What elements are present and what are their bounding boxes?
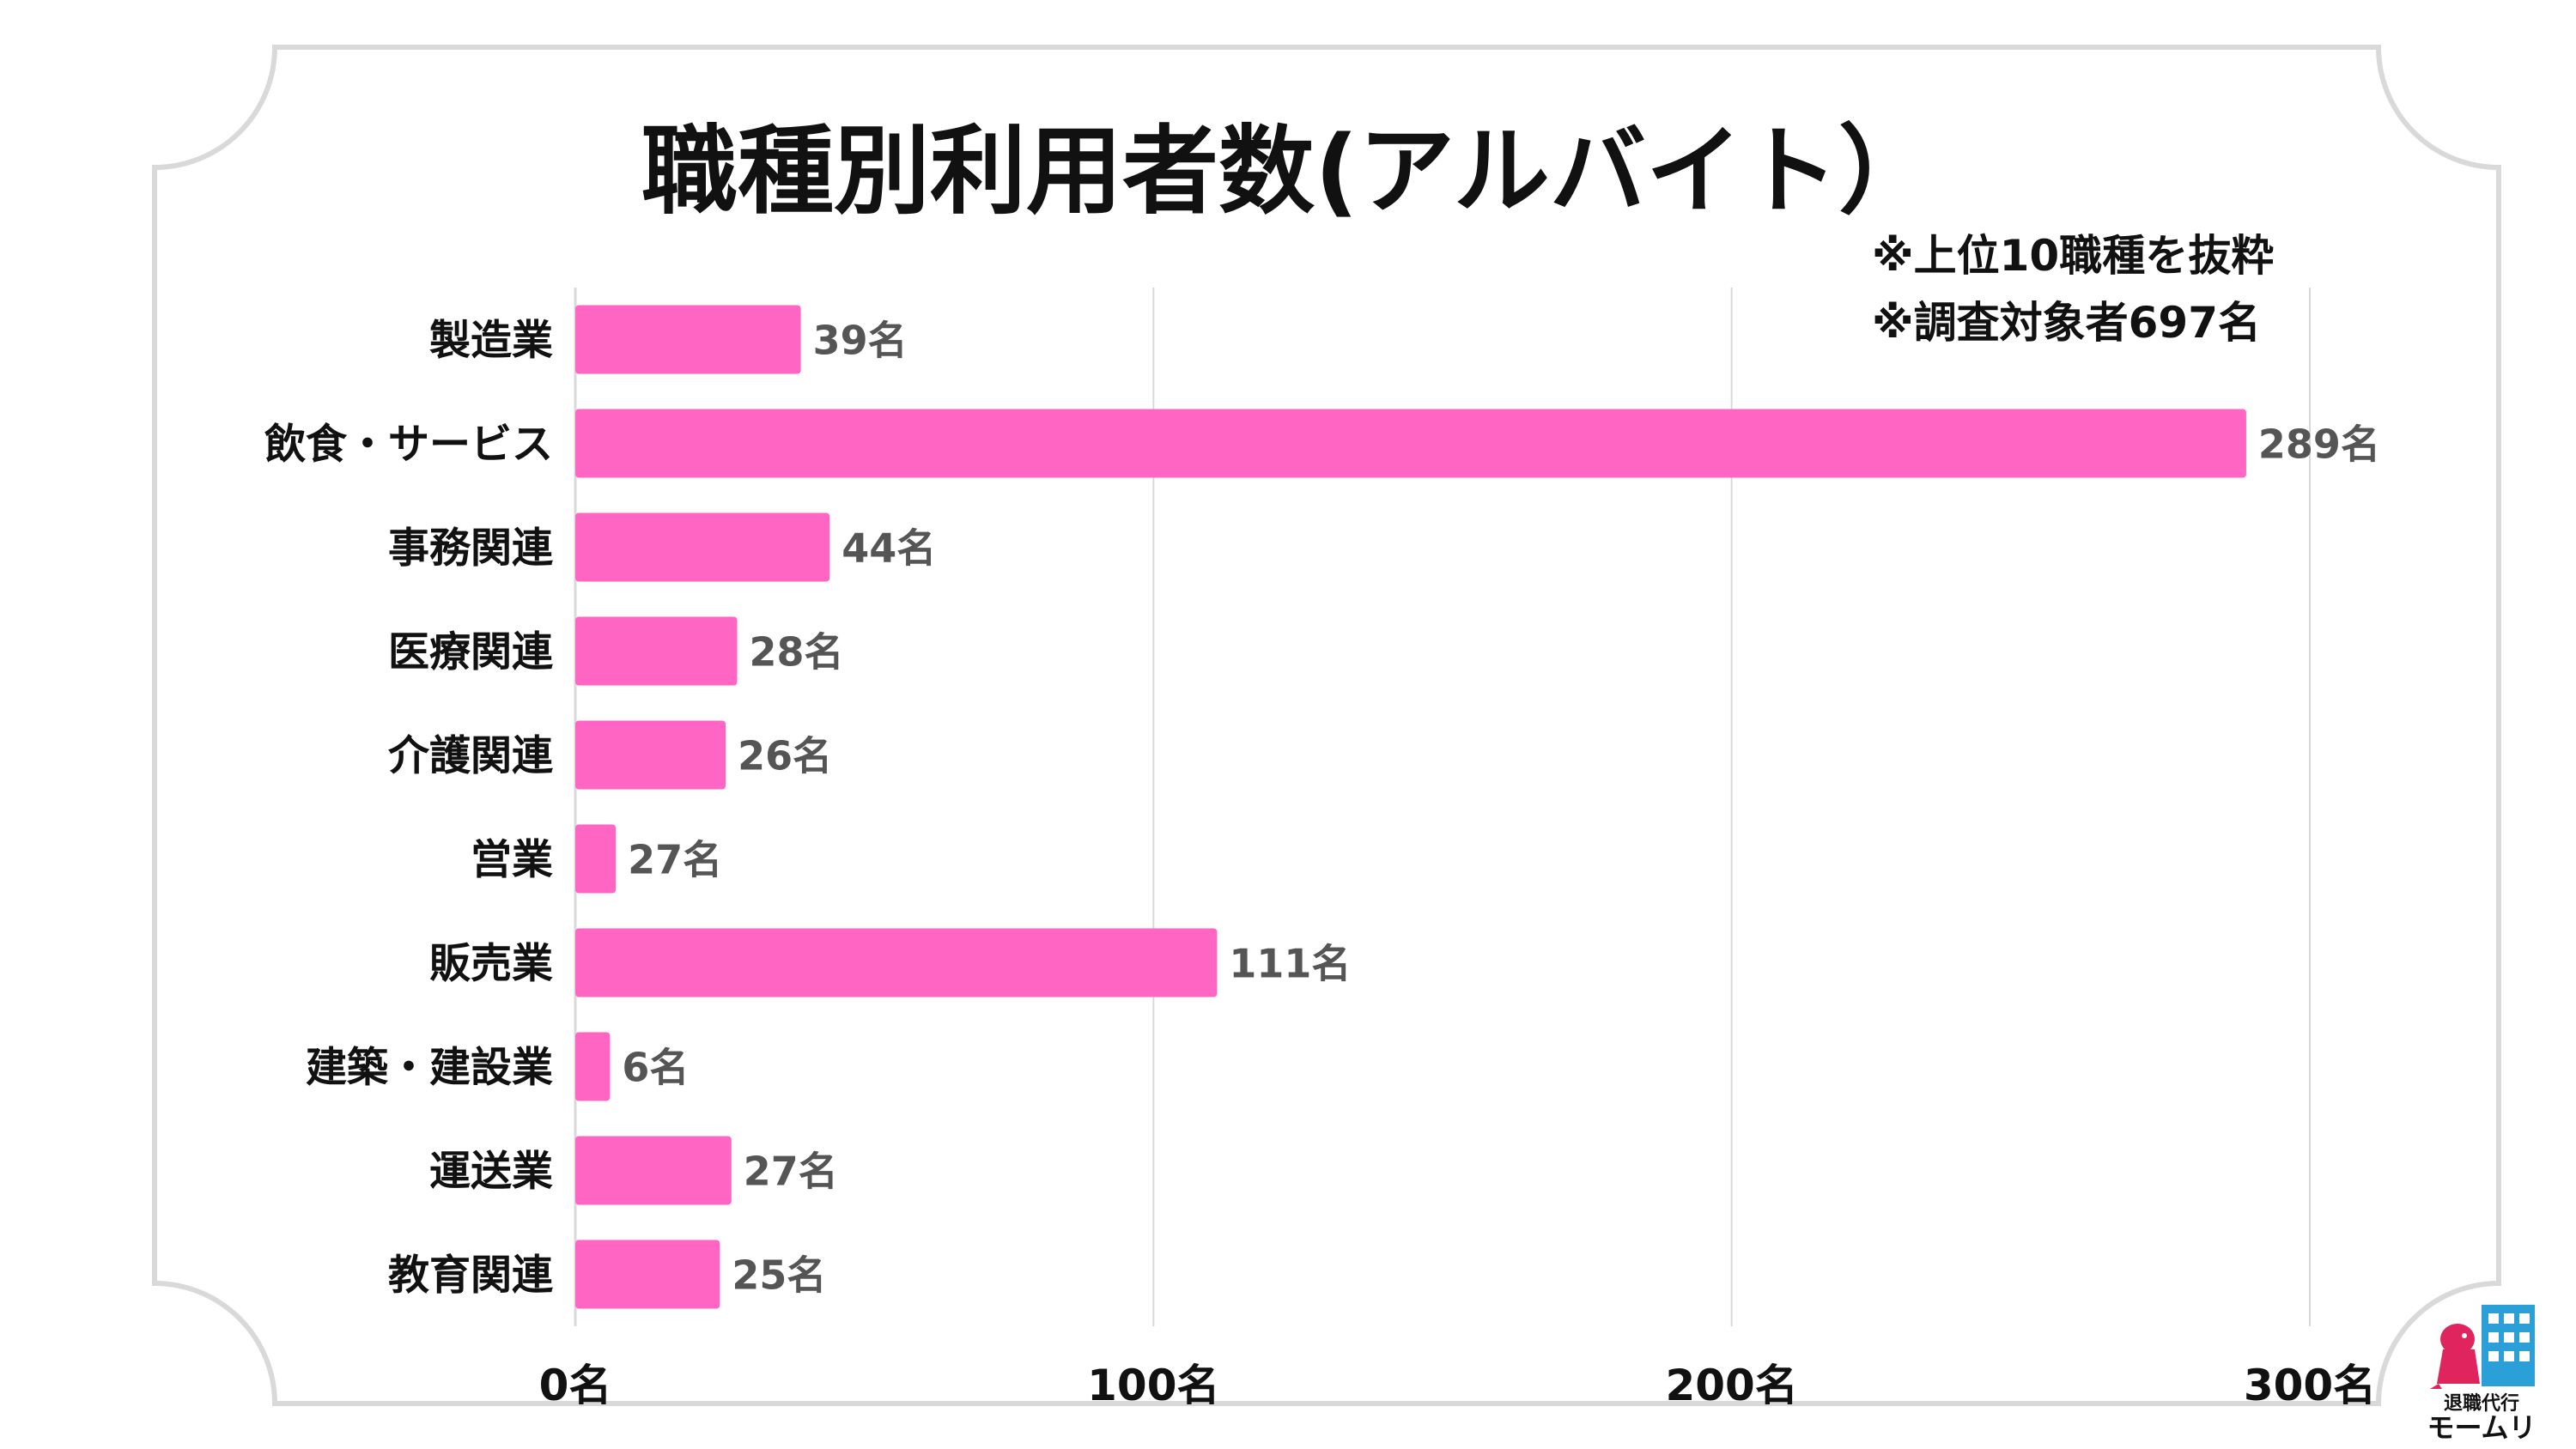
bar	[575, 1136, 732, 1205]
category-label: 介護関連	[388, 732, 554, 780]
note-top-ten: ※上位10職種を抜粋	[1872, 231, 2275, 281]
value-label: 26名	[738, 733, 832, 779]
x-tick-label: 300名	[2244, 1361, 2376, 1410]
value-label: 6名	[622, 1045, 689, 1091]
category-label: 教育関連	[388, 1252, 554, 1300]
brand-name: モームリ	[2427, 1411, 2536, 1442]
category-label: 販売業	[429, 940, 553, 988]
mascot-icon	[2430, 1324, 2480, 1389]
bar	[575, 1240, 720, 1309]
bar	[575, 512, 830, 582]
bar	[575, 1032, 611, 1101]
chart-title: 職種別利用者数(アルバイト）	[641, 116, 1935, 227]
bar	[575, 720, 726, 790]
x-tick-label: 0名	[539, 1361, 612, 1410]
category-label: 建築・建設業	[306, 1044, 553, 1092]
value-label: 25名	[732, 1252, 826, 1299]
bar	[575, 305, 801, 374]
value-label: 289名	[2258, 421, 2380, 468]
value-label: 27名	[628, 837, 722, 883]
bar	[575, 928, 1218, 997]
category-label: 事務関連	[388, 524, 554, 573]
value-label: 39名	[813, 318, 908, 364]
category-label: 運送業	[429, 1148, 553, 1196]
bar	[575, 616, 738, 686]
value-label: 111名	[1229, 941, 1351, 987]
category-label: 営業	[471, 836, 553, 884]
value-label: 27名	[744, 1149, 838, 1195]
category-label: 医療関連	[388, 628, 554, 676]
value-label: 28名	[750, 629, 844, 676]
category-label: 製造業	[429, 317, 553, 365]
x-tick-label: 100名	[1087, 1361, 1219, 1410]
value-label: 44名	[841, 525, 936, 572]
x-tick-label: 200名	[1665, 1361, 1797, 1410]
note-sample-size: ※調査対象者697名	[1872, 298, 2261, 348]
brand-logo: 退職代行 モームリ	[2427, 1305, 2537, 1442]
bar	[575, 824, 617, 894]
category-label: 飲食・サービス	[264, 421, 553, 469]
bar	[575, 409, 2246, 478]
brand-tagline: 退職代行	[2444, 1392, 2519, 1415]
building-icon	[2482, 1305, 2535, 1386]
